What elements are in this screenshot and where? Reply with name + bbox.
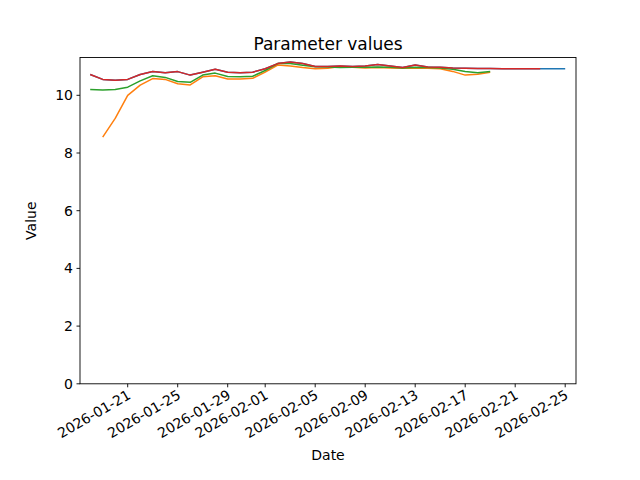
y-tick-label: 0 (64, 376, 73, 392)
y-tick-label: 6 (64, 203, 73, 219)
x-axis-label: Date (311, 447, 344, 463)
y-axis-label: Value (23, 201, 39, 239)
y-tick-label: 10 (55, 87, 73, 103)
figure: 02468102026-01-212026-01-252026-01-29202… (0, 0, 640, 480)
line-chart: 02468102026-01-212026-01-252026-01-29202… (0, 0, 640, 480)
chart-title: Parameter values (253, 34, 402, 54)
y-tick-label: 4 (64, 260, 73, 276)
y-tick-label: 8 (64, 145, 73, 161)
y-tick-label: 2 (64, 318, 73, 334)
